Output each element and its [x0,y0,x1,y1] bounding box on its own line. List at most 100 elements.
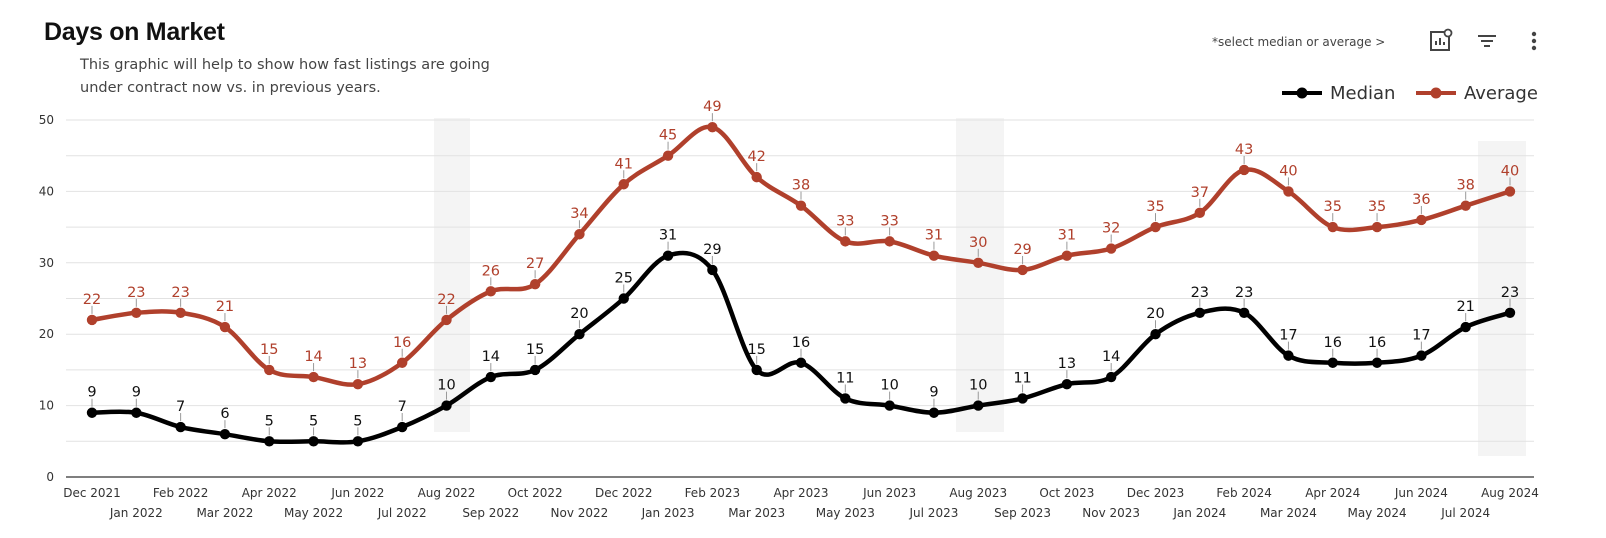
median-data-point [795,357,807,368]
average-data-label: 31 [1058,228,1076,244]
median-data-label: 6 [220,406,229,422]
legend-average-swatch [1416,87,1456,99]
median-data-label: 20 [570,306,588,322]
y-tick-label: 40 [39,184,54,198]
x-tick-label: Oct 2022 [508,486,563,500]
average-data-point [884,236,895,247]
highlight-band [434,118,470,432]
average-data-label: 35 [1368,199,1386,215]
average-data-point [441,314,452,326]
median-data-label: 13 [1058,356,1076,372]
median-data-label: 9 [87,385,96,401]
x-tick-label: Jun 2022 [330,486,384,500]
median-data-point [1238,307,1250,318]
median-data-point [1283,350,1294,361]
y-tick-label: 20 [39,327,54,341]
median-data-point [973,400,984,411]
filter-icon[interactable] [1474,28,1500,54]
average-data-label: 22 [83,292,101,308]
x-tick-label: Jan 2022 [109,506,163,520]
median-data-label: 7 [398,399,407,415]
average-data-label: 16 [393,335,411,351]
x-tick-label: Aug 2023 [949,486,1007,500]
average-data-label: 14 [304,349,322,365]
median-data-label: 10 [969,378,987,394]
average-data-point [308,371,319,383]
median-data-point [1105,371,1117,383]
average-data-point [1194,207,1206,219]
select-hint-link[interactable]: *select median or average > [1212,35,1386,49]
average-data-label: 35 [1324,199,1342,215]
median-data-label: 10 [880,378,898,394]
average-data-point [1371,221,1383,233]
average-data-label: 26 [482,263,500,279]
median-data-label: 14 [482,349,500,365]
x-tick-label: Mar 2023 [728,506,785,520]
median-data-point [1017,393,1028,404]
legend-average-label: Average [1464,82,1538,104]
x-tick-label: Apr 2024 [1305,486,1360,500]
median-data-label: 31 [659,228,677,244]
median-data-label: 15 [526,342,544,358]
median-data-point [618,293,629,304]
average-data-label: 38 [792,178,810,194]
x-tick-label: Feb 2022 [153,486,209,500]
median-data-label: 5 [309,413,318,429]
median-data-point [308,436,319,447]
median-data-label: 17 [1412,328,1430,344]
median-data-label: 16 [792,335,810,351]
average-data-point [219,321,231,333]
average-data-point [662,150,674,161]
chart-settings-icon[interactable] [1428,28,1454,54]
average-data-point [175,307,186,318]
median-data-point [396,421,408,433]
average-data-point [840,236,851,247]
median-data-point [1327,357,1338,368]
x-tick-label: Aug 2024 [1481,486,1539,500]
legend-average[interactable]: Average [1414,80,1538,106]
average-data-label: 33 [836,213,854,229]
x-tick-label: Dec 2023 [1127,486,1185,500]
average-data-point [751,171,762,183]
average-data-label: 27 [526,256,544,272]
median-data-label: 10 [437,378,455,394]
average-data-point [1061,250,1073,261]
median-data-point [264,436,275,447]
x-tick-label: Nov 2023 [1082,506,1140,520]
chart-subtitle: This graphic will help to show how fast … [80,54,520,100]
median-data-label: 15 [747,342,765,358]
average-data-point [574,229,585,240]
average-data-point [264,364,275,376]
median-data-point [662,250,674,261]
median-data-label: 9 [929,385,938,401]
median-data-point [1371,357,1383,368]
median-data-point [86,407,98,418]
average-data-label: 32 [1102,221,1120,237]
x-tick-label: Jul 2023 [909,506,959,520]
median-data-label: 7 [176,399,185,415]
x-tick-label: Oct 2023 [1039,486,1094,500]
subtitle-line-2: under contract now vs. in previous years… [80,80,381,96]
more-vert-icon[interactable] [1521,28,1547,54]
x-tick-label: Feb 2023 [685,486,741,500]
average-data-label: 37 [1191,185,1209,201]
x-tick-label: Sep 2023 [994,506,1051,520]
x-tick-label: Jun 2023 [862,486,916,500]
median-data-label: 5 [353,413,362,429]
median-data-point [441,400,452,411]
x-tick-label: Nov 2022 [551,506,609,520]
average-data-label: 21 [216,299,234,315]
legend-median-swatch [1282,87,1322,99]
x-tick-label: Sep 2022 [462,506,519,520]
average-data-label: 30 [969,235,987,251]
average-data-label: 33 [880,213,898,229]
legend-median[interactable]: Median [1280,80,1395,106]
average-data-point [352,378,364,390]
median-data-label: 16 [1368,335,1386,351]
average-data-label: 15 [260,342,278,358]
median-data-label: 25 [615,271,633,287]
x-tick-label: Apr 2022 [242,486,297,500]
median-data-point [884,400,895,411]
average-data-label: 41 [615,156,633,172]
median-data-label: 29 [703,242,721,258]
